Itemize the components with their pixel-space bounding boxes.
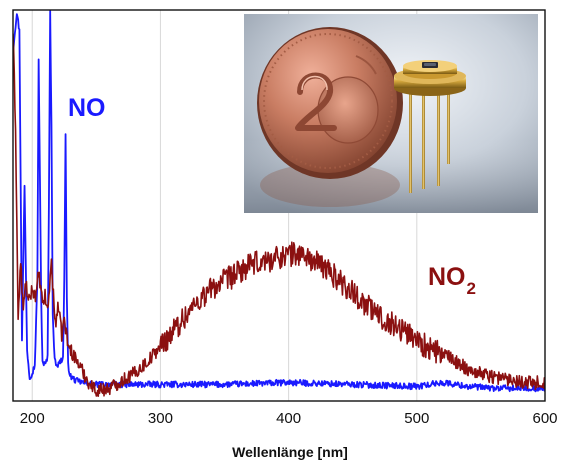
inset-photo [244, 14, 538, 213]
sensor-pins [409, 88, 450, 193]
x-tick-label: 600 [532, 410, 557, 427]
x-tick-label: 200 [20, 410, 45, 427]
x-axis-ticks: 200 300 400 500 600 [20, 410, 558, 427]
series-label-no2: NO2 [428, 263, 476, 298]
x-axis-label: Wellenlänge [nm] [232, 444, 348, 460]
sensor-image [394, 60, 466, 96]
plot-frame [12, 9, 546, 402]
x-tick-label: 300 [148, 410, 173, 427]
series-line-no2 [13, 33, 545, 397]
series-label-no2-subscript: 2 [467, 279, 476, 298]
series-label-no2-text: NO [428, 263, 466, 291]
x-tick-label: 500 [404, 410, 429, 427]
series-group [13, 10, 545, 397]
series-label-no-text: NO [68, 94, 106, 122]
series-label-no: NO [68, 94, 106, 122]
x-tick-label: 400 [276, 410, 301, 427]
series-line-no [13, 10, 545, 393]
coin-reflection [260, 163, 400, 207]
coin-image [257, 27, 403, 179]
